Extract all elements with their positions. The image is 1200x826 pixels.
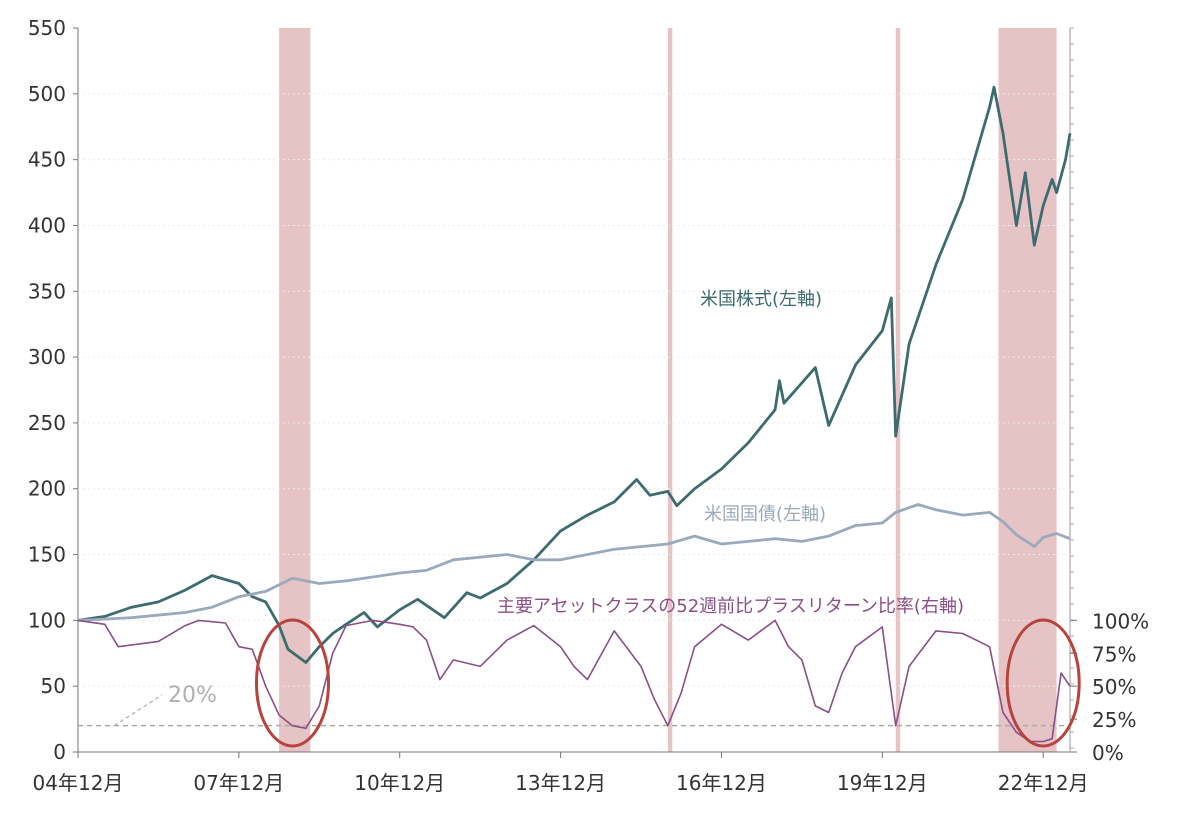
shaded-period-1 xyxy=(288,28,297,752)
y-right-tick-label: 25% xyxy=(1092,708,1136,732)
y-left-tick-label: 50 xyxy=(41,674,66,698)
y-left-tick-label: 150 xyxy=(28,543,66,567)
y-left-tick-label: 250 xyxy=(28,411,66,435)
series-lines xyxy=(77,85,1072,743)
x-tick-label: 13年12月 xyxy=(515,771,606,795)
shaded-period-4 xyxy=(895,28,901,752)
series-label-equity: 米国株式(左軸) xyxy=(700,289,822,310)
x-tick-label: 07年12月 xyxy=(193,771,284,795)
annotations: 米国株式(左軸) 米国国債(左軸) 主要アセットクラスの52週前比プラスリターン… xyxy=(168,289,1081,748)
x-tick-label: 22年12月 xyxy=(998,771,1089,795)
x-tick-label: 10年12月 xyxy=(354,771,445,795)
series-label-ratio: 主要アセットクラスの52週前比プラスリターン比率(右軸) xyxy=(497,596,964,617)
highlight-ellipse-0 xyxy=(254,618,330,748)
y-left-tick-label: 100 xyxy=(28,608,66,632)
x-tick-label: 19年12月 xyxy=(837,771,928,795)
y-right-tick-label: 75% xyxy=(1092,642,1136,666)
shaded-period-5 xyxy=(998,28,1057,752)
x-tick-label: 04年12月 xyxy=(33,771,124,795)
x-tick-label: 16年12月 xyxy=(676,771,767,795)
y-left-tick-label: 450 xyxy=(28,148,66,172)
threshold-leader xyxy=(113,694,163,727)
series-line-0 xyxy=(77,85,1072,664)
y-left-tick-label: 550 xyxy=(28,16,66,40)
series-line-1 xyxy=(77,503,1071,622)
shaded-period-3 xyxy=(667,28,673,752)
threshold-label: 20% xyxy=(168,683,217,708)
y-left-tick-label: 200 xyxy=(28,477,66,501)
series-line-2 xyxy=(77,619,1071,743)
y-right-tick-label: 100% xyxy=(1092,609,1149,633)
shaded-period-0 xyxy=(279,28,289,752)
y-left-tick-label: 300 xyxy=(28,345,66,369)
y-left-tick-label: 0 xyxy=(53,740,66,764)
tick-labels: 0 50 100 150 200 250 300 350 400 450 500 550 0% 25% 50… xyxy=(28,16,1149,795)
shaded-period-2 xyxy=(296,28,311,752)
axes xyxy=(73,27,1077,758)
highlight-ellipse-1 xyxy=(1005,618,1081,748)
y-right-tick-label: 50% xyxy=(1092,675,1136,699)
y-left-tick-label: 400 xyxy=(28,213,66,237)
y-left-tick-label: 500 xyxy=(28,82,66,106)
shaded-periods xyxy=(279,28,1057,752)
y-right-tick-label: 0% xyxy=(1092,741,1124,765)
y-left-tick-label: 350 xyxy=(28,279,66,303)
series-label-bonds: 米国国債(左軸) xyxy=(704,504,826,525)
